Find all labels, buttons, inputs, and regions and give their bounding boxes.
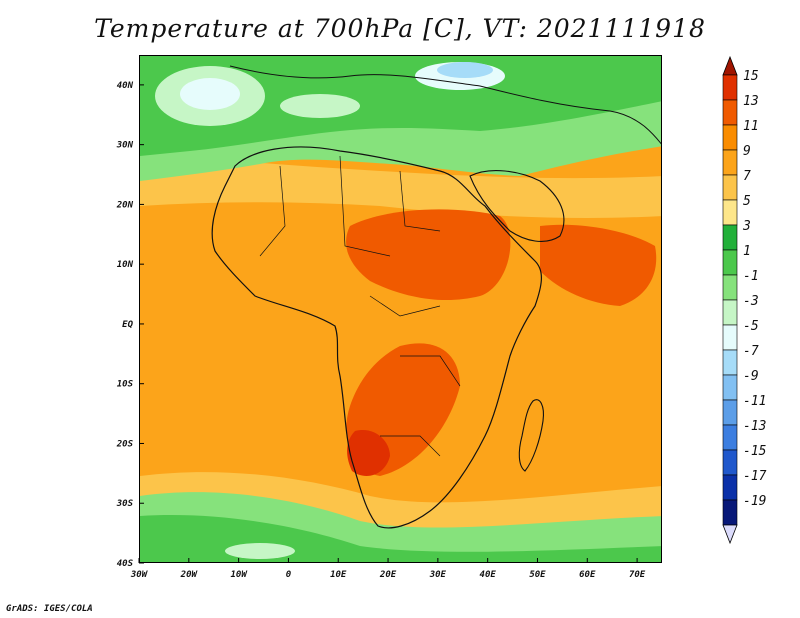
cold-core-atlantic [180, 78, 240, 110]
cold-core-mediterranean [437, 62, 493, 78]
x-tick-label: 70E [629, 570, 646, 580]
y-tick-label: 10S [117, 380, 134, 390]
x-tick-label: 60E [579, 570, 596, 580]
colorbar-level-label: 7 [743, 169, 751, 184]
north-dark-green-region [140, 56, 661, 156]
colorbar-swatch [722, 174, 738, 201]
hot-region-sahel [346, 209, 511, 301]
colorbar-swatch [722, 74, 738, 101]
y-tick-label: 30S [116, 499, 134, 509]
colorbar-top-arrow [722, 55, 738, 76]
colorbar-swatch [722, 449, 738, 476]
page-title: Temperature at 700hPa [C], VT: 202111191… [94, 14, 706, 43]
madagascar-outline [518, 399, 544, 472]
x-tick-label: 30W [130, 570, 149, 580]
colorbar-level-label: -13 [743, 419, 766, 434]
hot-region-arabian-sea [540, 224, 657, 306]
colorbar-level-label: -11 [743, 394, 766, 409]
colorbar-swatch [722, 249, 738, 276]
y-tick-label: 40S [117, 559, 134, 569]
colorbar-swatch [722, 399, 738, 426]
colorbar-swatch [722, 349, 738, 376]
x-tick-label: 30E [429, 570, 447, 580]
africa-coastline [211, 146, 542, 529]
x-tick-label: 20W [180, 570, 199, 580]
colorbar-swatch [722, 374, 738, 401]
colorbar-level-label: -9 [743, 369, 759, 384]
y-tick-label: 20S [116, 439, 134, 449]
colorbar-level-label: 3 [742, 219, 751, 234]
arabian-peninsula-outline [469, 170, 565, 242]
colorbar-swatch [722, 499, 738, 526]
y-tick-label: 30N [116, 141, 134, 151]
y-tick-label: 20N [116, 200, 134, 210]
y-axis-labels: 40N 30N 20N 10N EQ 10S 20S 30S 40S [116, 81, 134, 569]
country-borders [259, 155, 461, 457]
x-tick-label: 10W [230, 570, 248, 580]
colorbar-level-label: 13 [743, 94, 759, 109]
colorbar-level-label: 1 [743, 244, 751, 259]
colorbar-level-label: -17 [743, 469, 767, 484]
colorbar-swatch [722, 324, 738, 351]
x-axis-labels: 30W 20W 10W 0 10E 20E 30E 40E 50E 60E 70E [130, 570, 646, 580]
subtropical-yellow-band [140, 151, 661, 218]
colorbar-level-label: 15 [743, 69, 759, 84]
colorbar-swatch [722, 99, 738, 126]
colorbar-swatch [722, 124, 738, 151]
colorbar-swatch [722, 424, 738, 451]
y-tick-label: 40N [117, 81, 134, 91]
map-plot-area [139, 55, 662, 563]
colorbar-swatch [722, 274, 738, 301]
colorbar-level-label: 11 [743, 119, 759, 134]
x-tick-label: 40E [480, 570, 497, 580]
colorbar-level-label: 9 [743, 144, 751, 159]
eurasia-coastline [229, 65, 661, 145]
colorbar-level-label: -7 [743, 344, 759, 359]
colorbar-swatch [722, 474, 738, 501]
y-tick-label: EQ [122, 320, 133, 330]
x-tick-label: 0 [286, 570, 292, 580]
colorbar-bottom-arrow [722, 524, 738, 545]
colorbar-level-label: 5 [743, 194, 751, 209]
temperature-field-map [140, 56, 661, 562]
x-tick-label: 20E [379, 570, 397, 580]
colorbar-boxes [722, 55, 738, 545]
colorbar-level-label: -15 [743, 444, 767, 459]
footer-credit: GrADS: IGES/COLA [6, 604, 93, 614]
colorbar-level-label: -19 [743, 494, 766, 509]
colorbar-level-label: -3 [743, 294, 759, 309]
colorbar-swatch [722, 149, 738, 176]
colorbar-level-label: -1 [743, 269, 759, 284]
colorbar-swatch [722, 199, 738, 226]
colorbar-level-label: -5 [743, 319, 759, 334]
x-tick-label: 10E [330, 570, 347, 580]
cold-pocket-north-africa [280, 94, 360, 118]
y-tick-label: 10N [117, 260, 134, 270]
cold-pocket-south-atlantic [225, 543, 295, 559]
colorbar: 15 13 11 9 7 5 3 1 -1 -3 -5 -7 -9 -11 -13 -15 -17 -19 [722, 55, 767, 545]
hot-core-kalahari [347, 430, 390, 476]
colorbar-swatch [722, 224, 738, 251]
x-tick-label: 50E [529, 570, 546, 580]
colorbar-labels: 15 13 11 9 7 5 3 1 -1 -3 -5 -7 -9 -11 -13 -15 -17 -19 [742, 69, 767, 509]
colorbar-swatch [722, 299, 738, 326]
